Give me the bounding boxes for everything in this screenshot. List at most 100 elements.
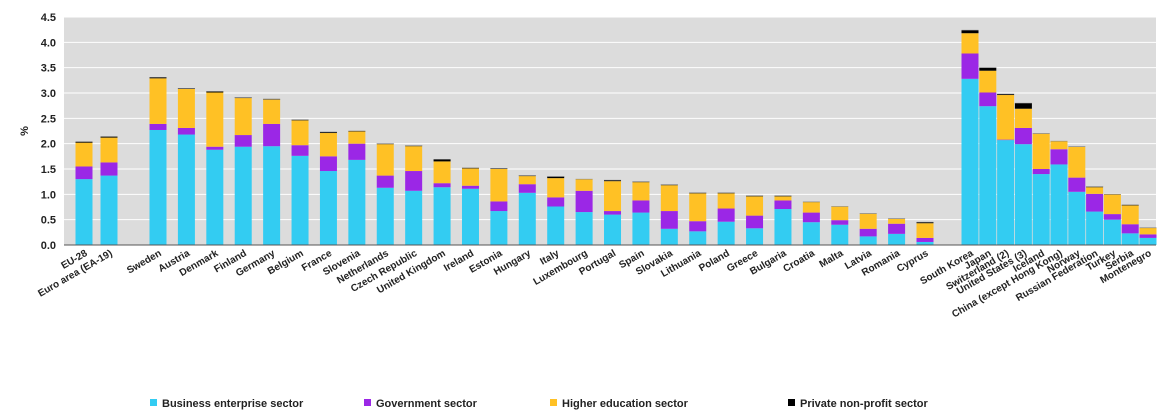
bar-segment xyxy=(802,222,820,245)
bar-segment xyxy=(1121,205,1139,225)
bar-segment xyxy=(774,196,792,201)
bar-segment xyxy=(746,228,764,245)
legend-item: Business enterprise sector xyxy=(150,398,303,410)
bar-segment xyxy=(604,211,622,215)
legend-swatch xyxy=(550,399,557,406)
bar-segment xyxy=(632,182,650,201)
bar-segment xyxy=(1014,144,1032,245)
bar-segment xyxy=(405,171,423,191)
legend-item: Government sector xyxy=(364,398,477,410)
bar-segment xyxy=(100,137,118,163)
bar-segment xyxy=(859,236,877,245)
bar-segment xyxy=(1014,127,1032,145)
legend-label: Government sector xyxy=(376,398,477,410)
bar-segment xyxy=(916,237,934,242)
bar-segment xyxy=(888,233,906,245)
bar-segment xyxy=(575,212,593,245)
x-tick-label: Poland xyxy=(697,248,731,274)
x-tick-label: Croatia xyxy=(782,248,818,275)
bar-segment xyxy=(518,184,536,193)
bar-segment xyxy=(461,168,479,186)
legend-label: Private non-profit sector xyxy=(800,398,928,410)
bar-segment xyxy=(433,187,451,245)
bar-segment xyxy=(461,188,479,245)
bar-segment xyxy=(1068,146,1086,178)
bar-segment xyxy=(1103,219,1121,245)
y-tick-label: 1.0 xyxy=(41,189,56,201)
bar-segment xyxy=(717,208,735,222)
bar-segment xyxy=(632,212,650,245)
bar-segment xyxy=(490,201,508,212)
y-tick-label: 3.0 xyxy=(41,88,56,100)
bar-segment xyxy=(177,127,195,135)
bar-segment xyxy=(149,123,167,130)
bar-segment xyxy=(291,120,309,146)
bar-segment xyxy=(100,162,118,176)
bar-segment xyxy=(831,220,849,225)
bar-segment xyxy=(802,201,820,213)
x-tick-label: Sweden xyxy=(125,248,163,276)
bar-segment xyxy=(979,67,997,71)
legend-item: Higher education sector xyxy=(550,398,688,410)
legend-item: Private non-profit sector xyxy=(788,398,928,410)
bar-segment xyxy=(961,30,979,34)
bar-segment xyxy=(206,91,224,93)
bar-segment xyxy=(575,179,593,191)
x-tick-label: Malta xyxy=(818,248,846,271)
bar-segment xyxy=(1068,191,1086,245)
bar-segment xyxy=(149,129,167,245)
bar-segment xyxy=(997,95,1015,140)
bar-segment xyxy=(75,166,93,180)
bar-segment xyxy=(916,241,934,245)
bar-segment xyxy=(1139,234,1157,238)
bar-segment xyxy=(859,213,877,229)
bar-segment xyxy=(206,92,224,147)
bar-segment xyxy=(376,187,394,245)
bar-segment xyxy=(888,223,906,234)
bar-segment xyxy=(717,221,735,245)
bar-segment xyxy=(348,143,366,160)
bar-segment xyxy=(831,206,849,221)
bar-segment xyxy=(75,179,93,245)
bar-segment xyxy=(1086,211,1104,245)
bar-segment xyxy=(319,132,337,134)
bars xyxy=(75,29,1157,246)
bar-segment xyxy=(547,206,565,245)
bar-segment xyxy=(234,135,252,147)
bar-segment xyxy=(234,98,252,136)
bar-segment xyxy=(717,193,735,209)
bar-segment xyxy=(689,221,707,232)
bar-segment xyxy=(75,141,93,143)
bar-segment xyxy=(149,77,167,79)
bar-segment xyxy=(1139,227,1157,235)
bar-segment xyxy=(604,180,622,182)
y-tick-label: 4.0 xyxy=(41,37,56,49)
bar-segment xyxy=(888,218,906,224)
bar-segment xyxy=(1050,149,1068,165)
bar-segment xyxy=(1014,103,1032,109)
legend-label: Higher education sector xyxy=(562,398,688,410)
bar-segment xyxy=(979,70,997,93)
bar-segment xyxy=(461,185,479,189)
legend-label: Business enterprise sector xyxy=(162,398,304,410)
bar-segment xyxy=(291,145,309,156)
bar-segment xyxy=(234,146,252,245)
chart-svg: 0.0 0.5 1.0 1.5 2.0 2.5 3.0 3.5 4.0 4.5 % EU-28Eu… xyxy=(19,12,1157,320)
bar-segment xyxy=(319,133,337,157)
bar-segment xyxy=(263,99,281,124)
bar-segment xyxy=(518,192,536,245)
legend: Business enterprise sector Government sec… xyxy=(0,398,1165,414)
bar-segment xyxy=(916,223,934,238)
y-tick-label: 1.5 xyxy=(41,164,56,176)
bar-segment xyxy=(689,193,707,222)
bar-segment xyxy=(997,94,1015,96)
bar-segment xyxy=(518,176,536,185)
bar-segment xyxy=(1103,194,1121,215)
bar-segment xyxy=(206,149,224,245)
bar-segment xyxy=(961,33,979,54)
bar-segment xyxy=(206,146,224,150)
bar-segment xyxy=(405,190,423,245)
bar-segment xyxy=(1032,169,1050,175)
y-tick-label: 2.5 xyxy=(41,113,56,125)
